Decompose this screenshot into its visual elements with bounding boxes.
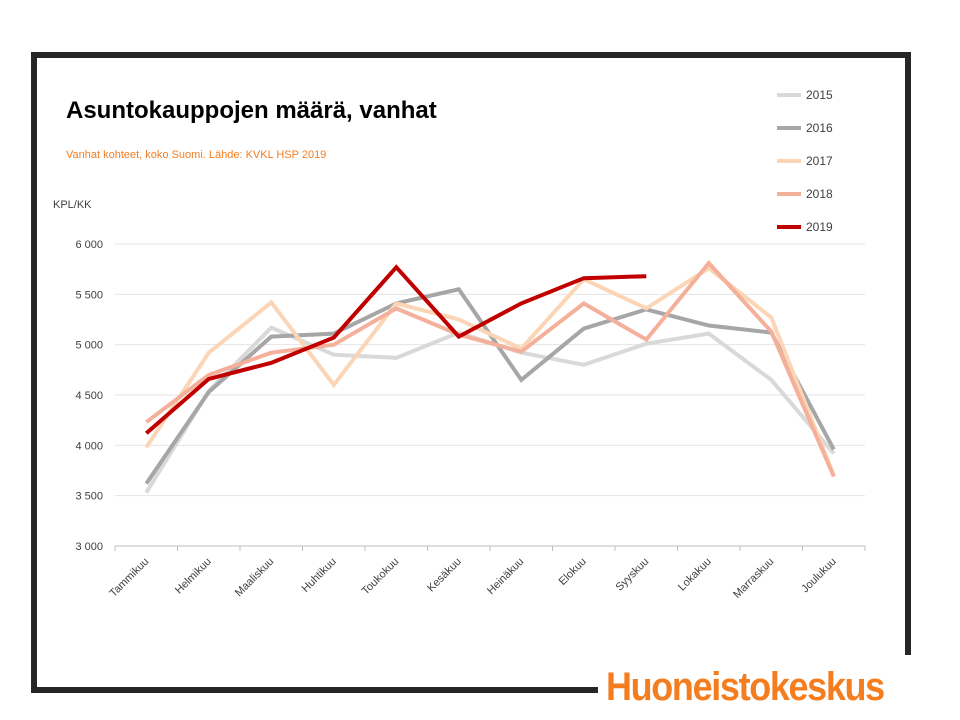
axes: 3 000 3 500 4 000 4 500 5 000 5 500 6 000 Tammi… xyxy=(75,239,866,601)
chart-title: Asuntokauppojen määrä, vanhat xyxy=(66,97,437,124)
series-line-2019 xyxy=(144,264,647,435)
y-axis-label: KPL/KK xyxy=(53,199,92,211)
x-tick-label: Toukokuu xyxy=(360,556,402,598)
y-tick-label: 4 500 xyxy=(75,390,103,402)
legend-label: 2017 xyxy=(806,154,833,168)
x-tick-label: Lokakuu xyxy=(676,556,714,594)
x-tick-label: Marraskuu xyxy=(731,556,776,601)
x-tick-label: Joulukuu xyxy=(799,556,839,596)
series-line-2018 xyxy=(145,260,836,478)
x-tick-label: Heinäkuu xyxy=(485,556,526,597)
huoneistokeskus-logo: Huoneistokeskus xyxy=(606,665,885,709)
logo-background xyxy=(598,655,928,720)
y-tick-label: 3 000 xyxy=(75,541,103,553)
y-tick-label: 4 000 xyxy=(75,440,103,452)
x-tick-label: Elokuu xyxy=(557,556,589,588)
x-tick-label: Helmikuu xyxy=(173,556,214,597)
y-tick-label: 6 000 xyxy=(75,239,103,251)
x-tick-label: Huhtikuu xyxy=(300,556,339,595)
legend-label: 2015 xyxy=(806,88,833,102)
chart-subtitle: Vanhat kohteet, koko Suomi. Lähde: KVKL … xyxy=(66,149,326,161)
legend-label: 2018 xyxy=(806,187,833,201)
chart-frame xyxy=(31,52,911,693)
y-tick-label: 5 500 xyxy=(75,289,103,301)
series-line-2015 xyxy=(144,325,836,494)
legend-label: 2019 xyxy=(806,220,833,234)
x-tick-label: Maaliskuu xyxy=(233,556,277,600)
legend-label: 2016 xyxy=(806,121,833,135)
y-tick-label: 3 500 xyxy=(75,491,103,503)
x-tick-label: Kesäkuu xyxy=(425,556,464,595)
x-tick-label: Tammikuu xyxy=(107,556,151,600)
y-tick-label: 5 000 xyxy=(75,340,103,352)
x-tick-label: Syyskuu xyxy=(613,556,651,594)
series-lines xyxy=(144,260,836,494)
series-line-2017 xyxy=(144,265,836,477)
legend: 2015 2016 2017 2018 2019 xyxy=(777,88,833,234)
